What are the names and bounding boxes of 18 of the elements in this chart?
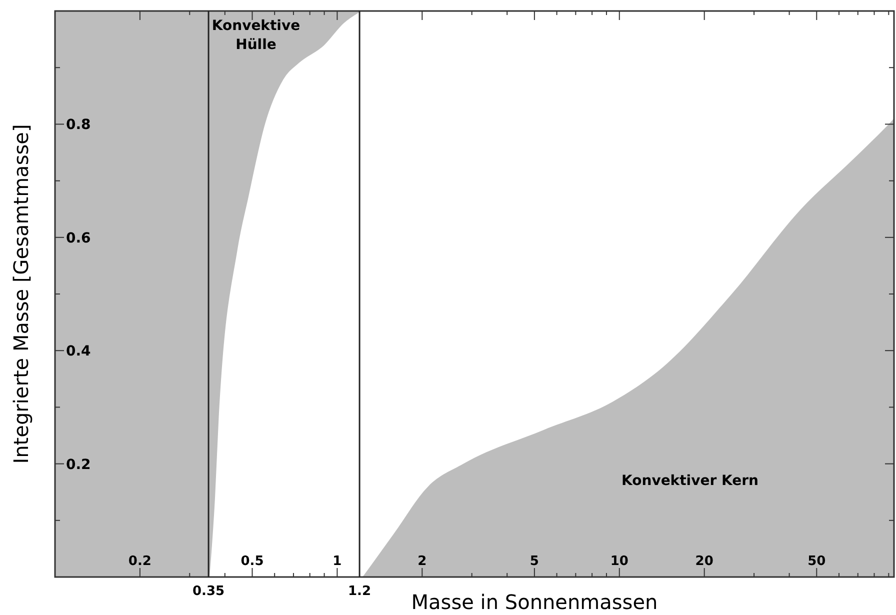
y-tick-label: 0.6 — [66, 230, 91, 246]
x-tick-label: 20 — [695, 554, 714, 569]
x-tick-label: 0.2 — [128, 554, 152, 569]
x-tick-label: 5 — [530, 554, 539, 569]
ref-line-label: 1.2 — [348, 584, 372, 599]
annotation: Konvektive Hülle — [212, 18, 300, 53]
x-tick-label: 1 — [332, 554, 342, 569]
x-tick-label: 10 — [610, 554, 628, 569]
annotation: Konvektiver Kern — [622, 473, 758, 489]
x-tick-label: 50 — [808, 554, 826, 569]
y-tick-label: 0.4 — [66, 344, 92, 360]
y-tick-label: 0.8 — [66, 117, 91, 134]
y-axis-title: Integrierte Masse [Gesamtmasse] — [9, 124, 33, 464]
ref-line-label: 0.35 — [192, 584, 225, 599]
x-axis-title: Masse in Sonnenmassen — [411, 590, 658, 614]
x-tick-label: 0.5 — [240, 554, 264, 569]
x-tick-label: 2 — [418, 554, 427, 569]
y-tick-label: 0.2 — [66, 456, 91, 473]
